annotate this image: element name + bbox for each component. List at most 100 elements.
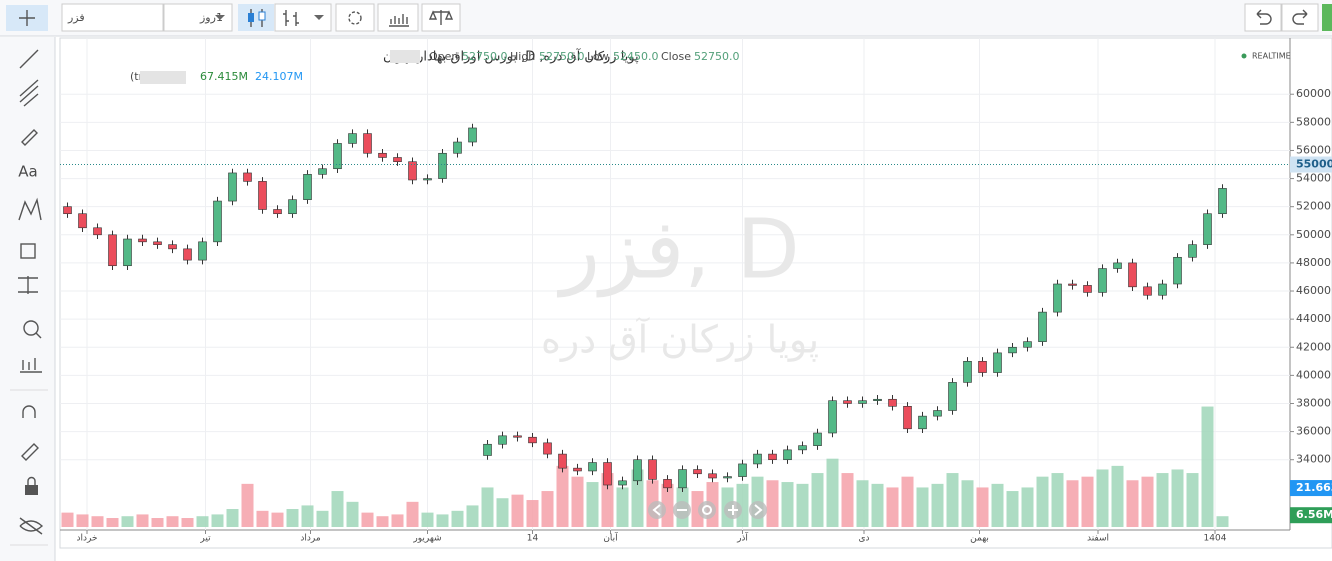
candle-body <box>63 206 72 215</box>
volume-ma-value: 24.107M <box>255 70 303 83</box>
candle-body <box>528 436 537 444</box>
crosshair-icon <box>19 10 35 26</box>
volume-bar <box>961 480 974 527</box>
redo-button[interactable] <box>1281 3 1319 32</box>
legend-buttons[interactable] <box>390 50 420 63</box>
volume-bar <box>196 516 209 527</box>
volume-bar <box>811 473 824 527</box>
zoom-tool[interactable] <box>23 320 39 336</box>
zoom-controls <box>648 501 767 519</box>
x-tick-label: خرداد <box>76 534 97 544</box>
lock-tool[interactable] <box>25 485 38 495</box>
shape-tool[interactable] <box>20 243 36 259</box>
settings-button[interactable] <box>335 3 375 32</box>
candle-body <box>888 398 897 407</box>
candles-button[interactable] <box>238 4 274 31</box>
candle-body <box>648 459 657 480</box>
measure-tool[interactable] <box>18 276 38 294</box>
compare-icon <box>428 10 454 25</box>
volume-bar <box>166 516 179 527</box>
candle-body <box>603 462 612 486</box>
volume-bar <box>181 518 194 527</box>
y-tick-label: 48000 <box>1296 256 1331 269</box>
magnet-tool[interactable] <box>22 405 36 418</box>
candle-body <box>1158 283 1167 296</box>
bars-icon <box>283 10 299 26</box>
scroll-left[interactable] <box>648 501 666 519</box>
volume-bar <box>331 491 344 527</box>
pattern-tool[interactable] <box>18 197 42 221</box>
volume-bar <box>1186 473 1199 527</box>
y-tick-label: 40000 <box>1296 368 1331 381</box>
candle-body <box>1143 286 1152 296</box>
x-tick-label: اسفند <box>1087 534 1109 544</box>
candle-body <box>693 469 702 475</box>
hide-tool[interactable] <box>19 517 44 535</box>
save-button[interactable] <box>1322 4 1332 31</box>
last-price-label: 55000 <box>1296 158 1332 171</box>
legend-label: Close <box>661 50 691 63</box>
x-tick-label: آذر <box>736 532 748 544</box>
volume-bar <box>121 516 134 527</box>
volume-bar <box>151 518 164 527</box>
brush-tool[interactable] <box>21 129 38 146</box>
candle-body <box>663 479 672 489</box>
y-tick-label: 42000 <box>1296 340 1331 353</box>
candle-body <box>948 382 957 411</box>
volume-bar <box>586 482 599 527</box>
indicators-button[interactable] <box>377 3 419 32</box>
x-tick-label: 14 <box>527 534 539 544</box>
volume-bar <box>556 465 569 527</box>
x-tick-label: شهریور <box>412 534 441 544</box>
dropdown-arrow <box>314 15 324 20</box>
legend-value: 52750.0 <box>462 50 508 63</box>
text-tool[interactable]: Aa <box>18 163 37 181</box>
volume-bar <box>76 514 89 527</box>
y-tick-label: 36000 <box>1296 425 1331 438</box>
candle-body <box>288 199 297 215</box>
legend-buttons[interactable] <box>140 71 186 84</box>
candle-body <box>108 234 117 267</box>
scroll-right[interactable] <box>749 501 767 519</box>
ruler-tool[interactable] <box>20 358 42 373</box>
candle-body <box>558 453 567 469</box>
fib-tool[interactable] <box>19 79 39 107</box>
trend-line-tool[interactable] <box>19 49 39 69</box>
x-tick-label: 1404 <box>1204 534 1227 544</box>
candle-body <box>1203 213 1212 245</box>
candle-body <box>903 405 912 430</box>
candle-body <box>768 453 777 461</box>
y-tick-label: 50000 <box>1296 228 1331 241</box>
reset[interactable] <box>698 501 716 519</box>
volume-bar <box>466 505 479 527</box>
y-tick-label: 56000 <box>1296 143 1331 156</box>
volume-bar <box>1141 476 1154 527</box>
volume-bar <box>286 509 299 527</box>
candle-body <box>828 400 837 434</box>
volume-bar <box>271 512 284 527</box>
lock-tool <box>27 476 36 485</box>
volume-bar <box>826 458 839 527</box>
candle-body <box>1038 311 1047 342</box>
x-tick-label: آبان <box>603 532 618 544</box>
candle-body <box>753 453 762 465</box>
chart-style-button[interactable] <box>274 3 332 32</box>
zoom-tool <box>35 332 42 339</box>
candle-body <box>588 462 597 472</box>
candle-body <box>393 157 402 163</box>
candle-body <box>573 467 582 472</box>
volume-bar <box>1111 465 1124 527</box>
candle-body <box>1008 346 1017 354</box>
volume-bar <box>886 487 899 527</box>
candle-body <box>933 410 942 417</box>
volume-bar <box>1201 406 1214 527</box>
undo-button[interactable] <box>1244 3 1282 32</box>
last-price-box <box>1290 156 1332 173</box>
candle-body <box>858 400 867 404</box>
lock-draw-tool[interactable] <box>21 443 39 461</box>
candle-body <box>258 181 267 210</box>
candles-icon <box>248 13 254 22</box>
volume-bar <box>91 516 104 527</box>
symbol-input[interactable] <box>61 3 164 32</box>
candle-body <box>378 152 387 158</box>
